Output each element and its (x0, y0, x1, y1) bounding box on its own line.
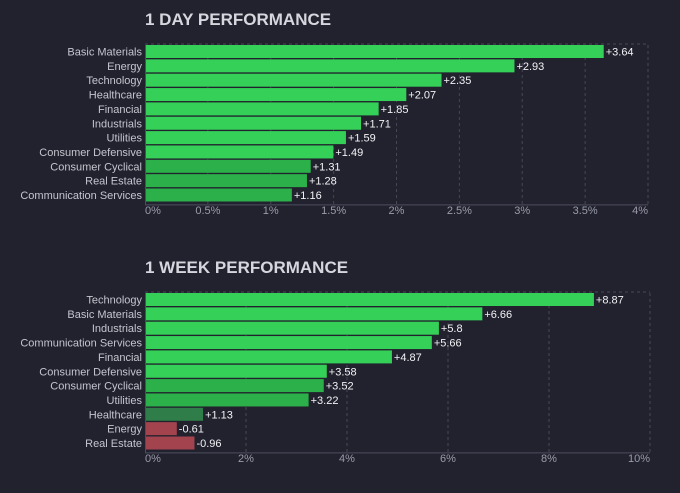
value-label: +1.49 (335, 147, 363, 159)
x-tick-label: 2% (238, 453, 254, 465)
category-label: Industrials (92, 323, 143, 335)
bar (146, 393, 309, 407)
bar (146, 116, 362, 130)
value-label: +6.66 (484, 309, 512, 321)
x-tick-label: 0% (145, 205, 161, 217)
x-tick-label: 3.5% (573, 205, 598, 217)
category-label: Consumer Defensive (39, 366, 142, 378)
x-tick-label: 2% (389, 205, 405, 217)
category-label: Utilities (107, 133, 143, 145)
bar (146, 145, 334, 159)
category-label: Healthcare (89, 409, 142, 421)
bar (146, 159, 311, 173)
x-tick-label: 8% (541, 453, 557, 465)
bar (146, 350, 392, 364)
category-label: Basic Materials (67, 47, 142, 59)
category-label: Technology (86, 295, 142, 307)
category-label: Communication Services (20, 338, 142, 350)
bar (146, 336, 432, 350)
x-tick-label: 4% (632, 205, 648, 217)
x-tick-label: 4% (339, 453, 355, 465)
value-label: +2.07 (408, 90, 436, 102)
chart-title-1-week: 1 WEEK PERFORMANCE (145, 258, 349, 277)
value-label: -0.96 (196, 438, 221, 450)
x-tick-label: 1.5% (321, 205, 346, 217)
value-label: -0.61 (179, 424, 204, 436)
value-label: +1.13 (205, 409, 233, 421)
bar (146, 379, 324, 393)
x-tick-label: 0.5% (195, 205, 220, 217)
bar (146, 436, 195, 450)
bar (146, 364, 327, 378)
value-label: +1.28 (309, 176, 337, 188)
category-label: Real Estate (85, 438, 142, 450)
category-label: Financial (98, 352, 142, 364)
category-label: Healthcare (89, 90, 142, 102)
bar (146, 88, 407, 102)
bar (146, 59, 515, 73)
category-label: Technology (86, 75, 142, 87)
bar (146, 293, 594, 306)
category-label: Basic Materials (67, 309, 142, 321)
category-label: Energy (107, 424, 142, 436)
category-label: Energy (107, 61, 142, 73)
category-label: Industrials (92, 118, 143, 130)
value-label: +4.87 (394, 352, 422, 364)
category-label: Consumer Cyclical (50, 161, 142, 173)
value-label: +1.31 (313, 161, 341, 173)
bar (146, 321, 439, 335)
value-label: +2.93 (516, 61, 544, 73)
category-label: Real Estate (85, 176, 142, 188)
bar (146, 174, 307, 188)
bar (146, 422, 177, 436)
value-label: +5.66 (434, 338, 462, 350)
x-tick-label: 6% (440, 453, 456, 465)
x-tick-label: 3% (514, 205, 530, 217)
value-label: +5.8 (441, 323, 463, 335)
category-label: Consumer Defensive (39, 147, 142, 159)
x-tick-label: 1% (263, 205, 279, 217)
x-tick-label: 2.5% (447, 205, 472, 217)
bar (146, 45, 604, 58)
value-label: +2.35 (444, 75, 472, 87)
value-label: +3.52 (326, 381, 354, 393)
value-label: +8.87 (596, 295, 624, 307)
bar (146, 407, 204, 421)
x-tick-label: 10% (628, 453, 650, 465)
bar (146, 73, 442, 87)
value-label: +1.71 (363, 118, 391, 130)
category-label: Utilities (107, 395, 143, 407)
value-label: +3.22 (311, 395, 339, 407)
bar (146, 188, 292, 202)
bar (146, 131, 346, 145)
category-label: Communication Services (20, 190, 142, 202)
bar (146, 102, 379, 116)
value-label: +1.16 (294, 190, 322, 202)
value-label: +1.59 (348, 133, 376, 145)
value-label: +3.58 (329, 366, 357, 378)
category-label: Financial (98, 104, 142, 116)
bar (146, 307, 483, 321)
value-label: +3.64 (606, 47, 634, 59)
category-label: Consumer Cyclical (50, 381, 142, 393)
chart-title-1-day: 1 DAY PERFORMANCE (145, 10, 332, 29)
x-tick-label: 0% (145, 453, 161, 465)
value-label: +1.85 (381, 104, 409, 116)
